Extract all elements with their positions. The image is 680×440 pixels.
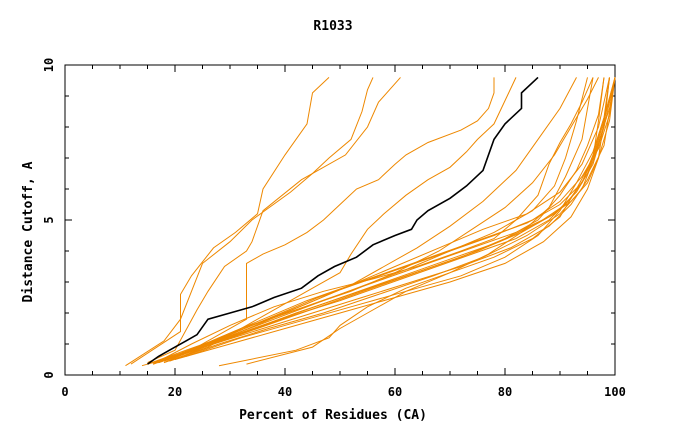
x-axis-label: Percent of Residues (CA) (239, 408, 427, 423)
model-series-line (218, 77, 616, 367)
model-series-line (158, 77, 616, 364)
model-series-line (174, 77, 610, 360)
y-tick-label: 10 (42, 58, 56, 72)
model-series-line (147, 77, 616, 365)
series-layer (125, 76, 616, 367)
y-tick-label: 5 (42, 216, 56, 223)
model-series-line (152, 77, 610, 364)
x-tick-label: 20 (168, 385, 182, 399)
x-tick-label: 100 (604, 385, 626, 399)
model-series-line (246, 77, 594, 365)
model-series-line (163, 77, 517, 364)
chart-title: R1033 (313, 19, 352, 34)
model-series-line (147, 77, 401, 364)
model-series-line (169, 77, 610, 362)
y-tick-label: 0 (42, 371, 56, 378)
highlighted-series-line (147, 76, 539, 365)
model-series-line (152, 77, 599, 365)
x-tick-label: 60 (388, 385, 402, 399)
model-series-line (130, 77, 330, 365)
model-series-line (147, 77, 616, 365)
model-series-line (174, 77, 610, 360)
model-series-line (158, 77, 605, 364)
x-tick-label: 80 (498, 385, 512, 399)
model-series-line (185, 77, 616, 357)
x-tick-label: 40 (278, 385, 292, 399)
model-series-line (152, 77, 495, 365)
model-series-line (125, 77, 374, 367)
x-tick-label: 0 (61, 385, 68, 399)
model-series-line (152, 77, 594, 365)
axis-ticks: 0 20 40 60 80 100 0 5 10 (42, 58, 626, 399)
model-series-line (158, 77, 588, 364)
model-series-line (141, 77, 616, 367)
model-series-line (163, 77, 577, 364)
y-axis-label: Distance Cutoff, A (21, 161, 36, 302)
model-series-line (163, 77, 616, 362)
